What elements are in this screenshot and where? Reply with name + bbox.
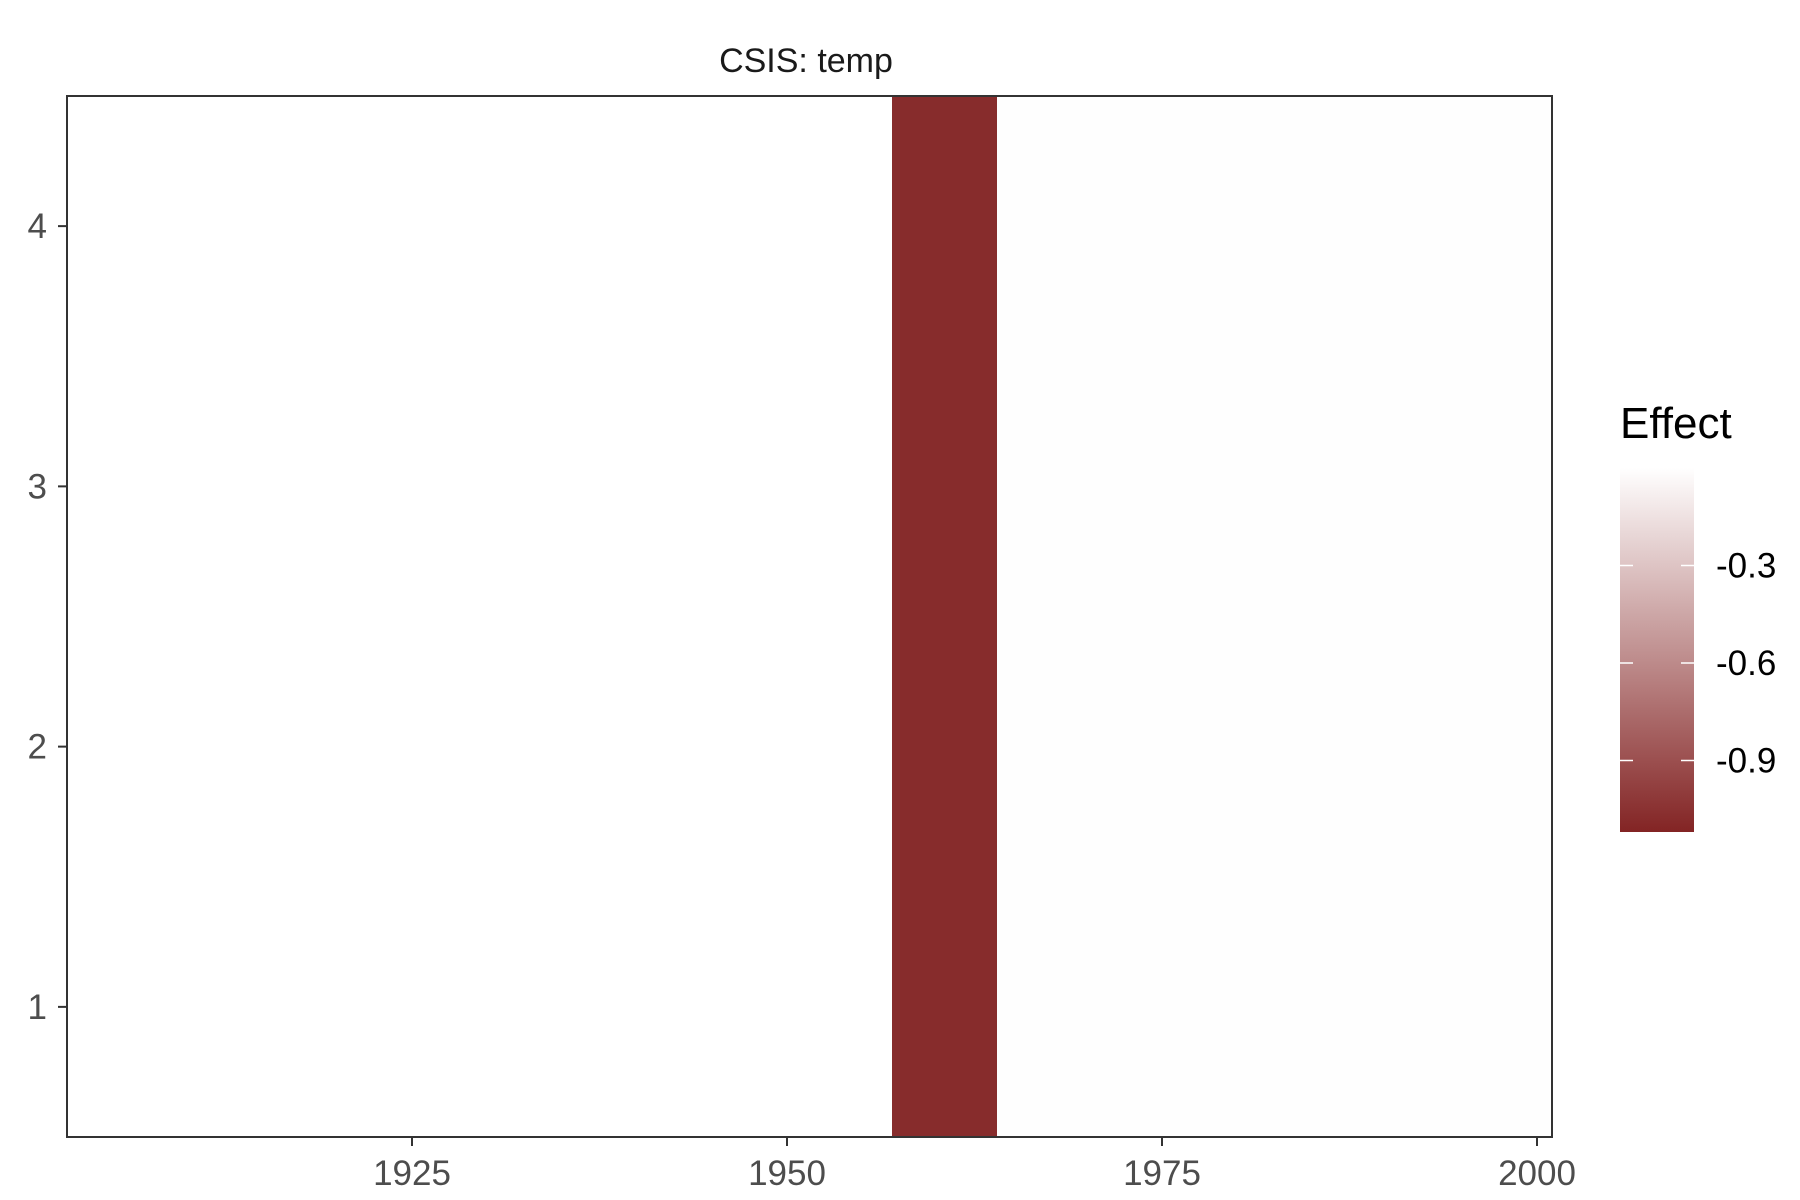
y-axis: 1 2 3 4	[28, 207, 67, 1027]
legend-break-label: -0.3	[1716, 547, 1776, 586]
x-tick-label: 2000	[1498, 1154, 1576, 1193]
x-tick-label: 1950	[748, 1154, 826, 1193]
y-tick-label: 3	[28, 467, 47, 506]
y-tick-label: 1	[28, 988, 47, 1027]
heatmap-tiles	[67, 96, 1552, 1137]
chart-title: CSIS: temp	[719, 42, 893, 80]
x-tick-label: 1925	[373, 1154, 451, 1193]
legend-break-label: -0.9	[1716, 742, 1776, 781]
plot-panel-border	[66, 95, 1553, 1138]
heatmap-tile	[997, 96, 1552, 1137]
color-legend: Effect -0.3 -0.6 -0.9	[1620, 399, 1776, 832]
heatmap-tile	[67, 96, 892, 1137]
x-axis: 1925 1950 1975 2000	[373, 1137, 1576, 1193]
y-tick-label: 2	[28, 728, 47, 767]
legend-title: Effect	[1620, 399, 1732, 448]
x-tick-label: 1975	[1123, 1154, 1201, 1193]
heatmap-tile	[892, 96, 997, 1137]
legend-colorbar	[1620, 468, 1694, 832]
y-tick-label: 4	[28, 207, 47, 246]
legend-ticks: -0.3 -0.6 -0.9	[1620, 547, 1776, 781]
legend-break-label: -0.6	[1716, 644, 1776, 683]
